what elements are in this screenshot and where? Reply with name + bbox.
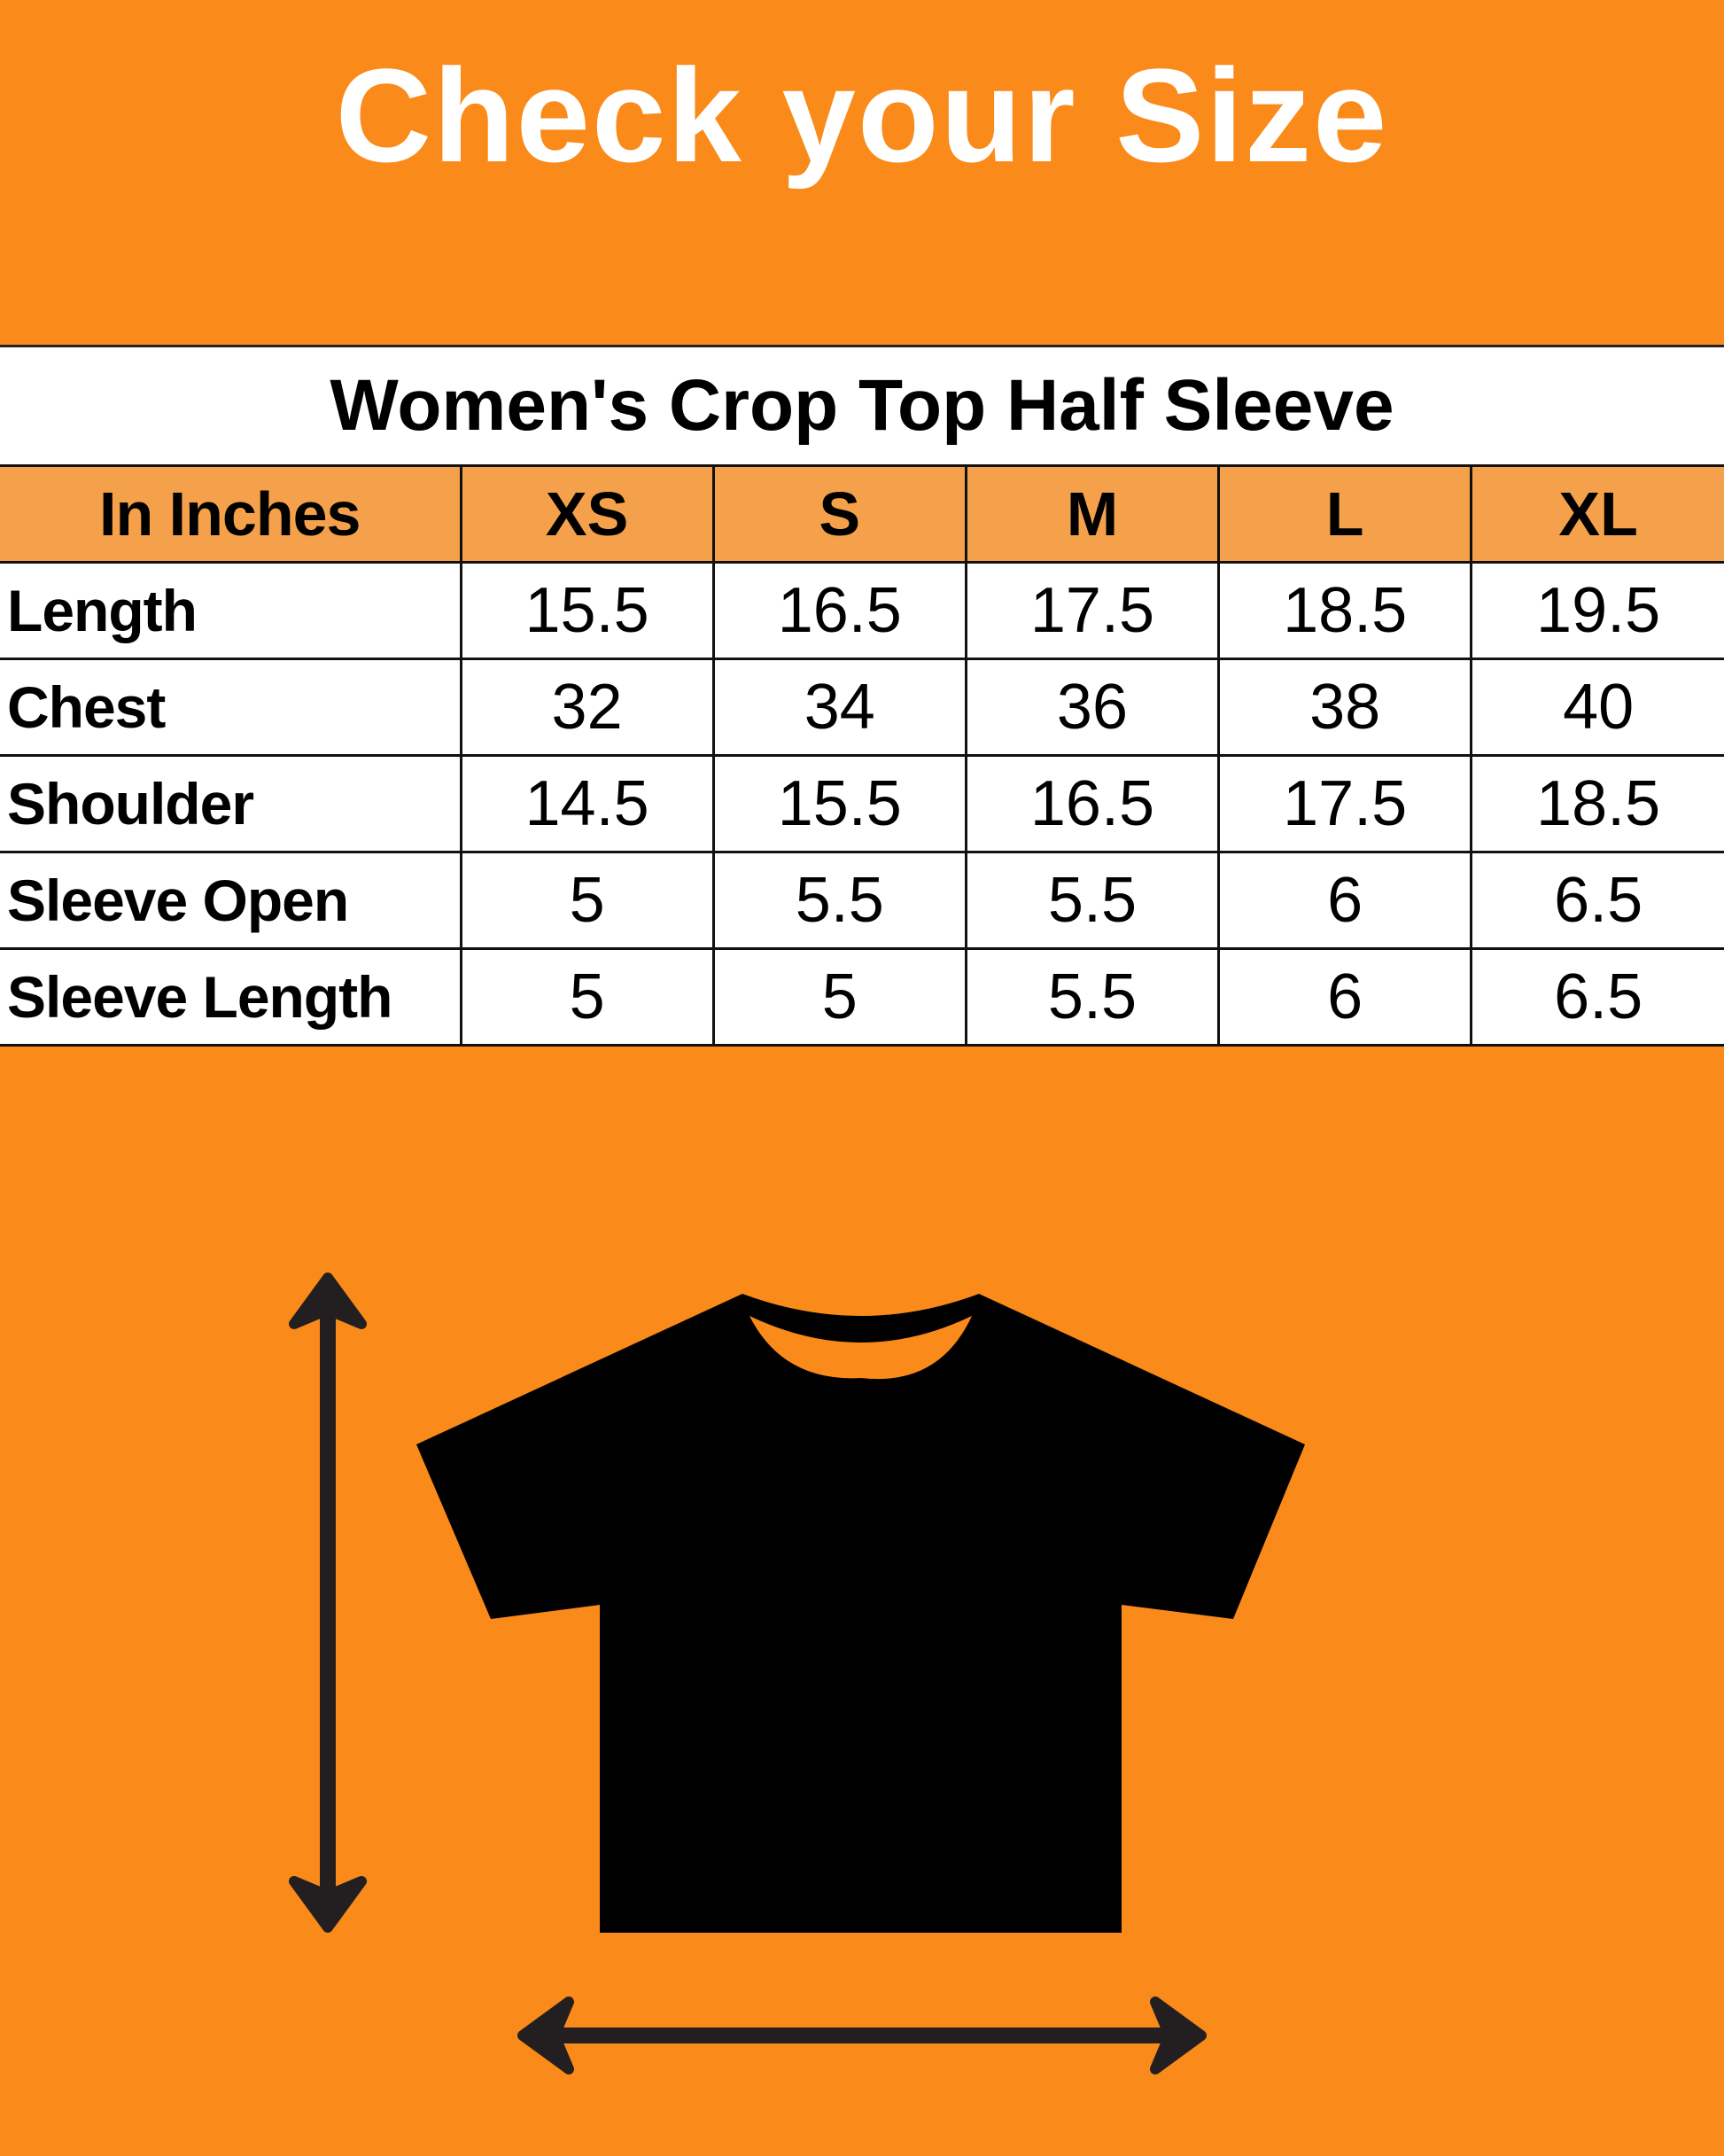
row-label: Chest <box>0 658 462 757</box>
table-cell: 5.5 <box>711 851 967 950</box>
size-chart-table: Women's Crop Top Half Sleeve In Inches X… <box>0 345 1724 1047</box>
row-label: Shoulder <box>0 754 462 853</box>
table-cell: 5 <box>459 947 715 1047</box>
column-header: S <box>711 464 967 564</box>
table-cell: 15.5 <box>711 754 967 853</box>
table-cell: 36 <box>964 658 1221 757</box>
header-row: In Inches XS S M L XL <box>0 464 1724 564</box>
table-cell: 16.5 <box>711 561 967 660</box>
table-cell: 6.5 <box>1470 851 1724 950</box>
table-cell: 14.5 <box>459 754 715 853</box>
table-cell: 19.5 <box>1470 561 1724 660</box>
table-cell: 38 <box>1217 658 1473 757</box>
table-cell: 40 <box>1470 658 1724 757</box>
table-cell: 6.5 <box>1470 947 1724 1047</box>
page-title: Check your Size <box>335 41 1389 190</box>
column-header: M <box>964 464 1221 564</box>
table-cell: 32 <box>459 658 715 757</box>
table-row: Shoulder 14.5 15.5 16.5 17.5 18.5 <box>0 754 1724 853</box>
table-cell: 5 <box>711 947 967 1047</box>
table-row: Chest 32 34 36 38 40 <box>0 658 1724 757</box>
vertical-double-arrow-icon <box>289 1273 367 1933</box>
table-cell: 18.5 <box>1217 561 1473 660</box>
table-cell: 17.5 <box>1217 754 1473 853</box>
table-row: Sleeve Length 5 5 5.5 6 6.5 <box>0 947 1724 1047</box>
table-cell: 6 <box>1217 947 1473 1047</box>
table-title: Women's Crop Top Half Sleeve <box>330 365 1394 446</box>
table-cell: 16.5 <box>964 754 1221 853</box>
table-cell: 34 <box>711 658 967 757</box>
tshirt-icon <box>416 1294 1305 1933</box>
column-header: XL <box>1470 464 1724 564</box>
row-label: Sleeve Open <box>0 851 462 950</box>
column-header: XS <box>459 464 715 564</box>
table-cell: 6 <box>1217 851 1473 950</box>
table-cell: 5 <box>459 851 715 950</box>
row-label: Sleeve Length <box>0 947 462 1047</box>
column-header: In Inches <box>0 464 462 564</box>
row-label: Length <box>0 561 462 660</box>
table-cell: 15.5 <box>459 561 715 660</box>
horizontal-double-arrow-icon <box>517 1996 1207 2074</box>
column-header: L <box>1217 464 1473 564</box>
table-cell: 18.5 <box>1470 754 1724 853</box>
table-row: Sleeve Open 5 5.5 5.5 6 6.5 <box>0 851 1724 950</box>
table-row: Length 15.5 16.5 17.5 18.5 19.5 <box>0 561 1724 660</box>
table-cell: 5.5 <box>964 947 1221 1047</box>
table-cell: 5.5 <box>964 851 1221 950</box>
table-cell: 17.5 <box>964 561 1221 660</box>
